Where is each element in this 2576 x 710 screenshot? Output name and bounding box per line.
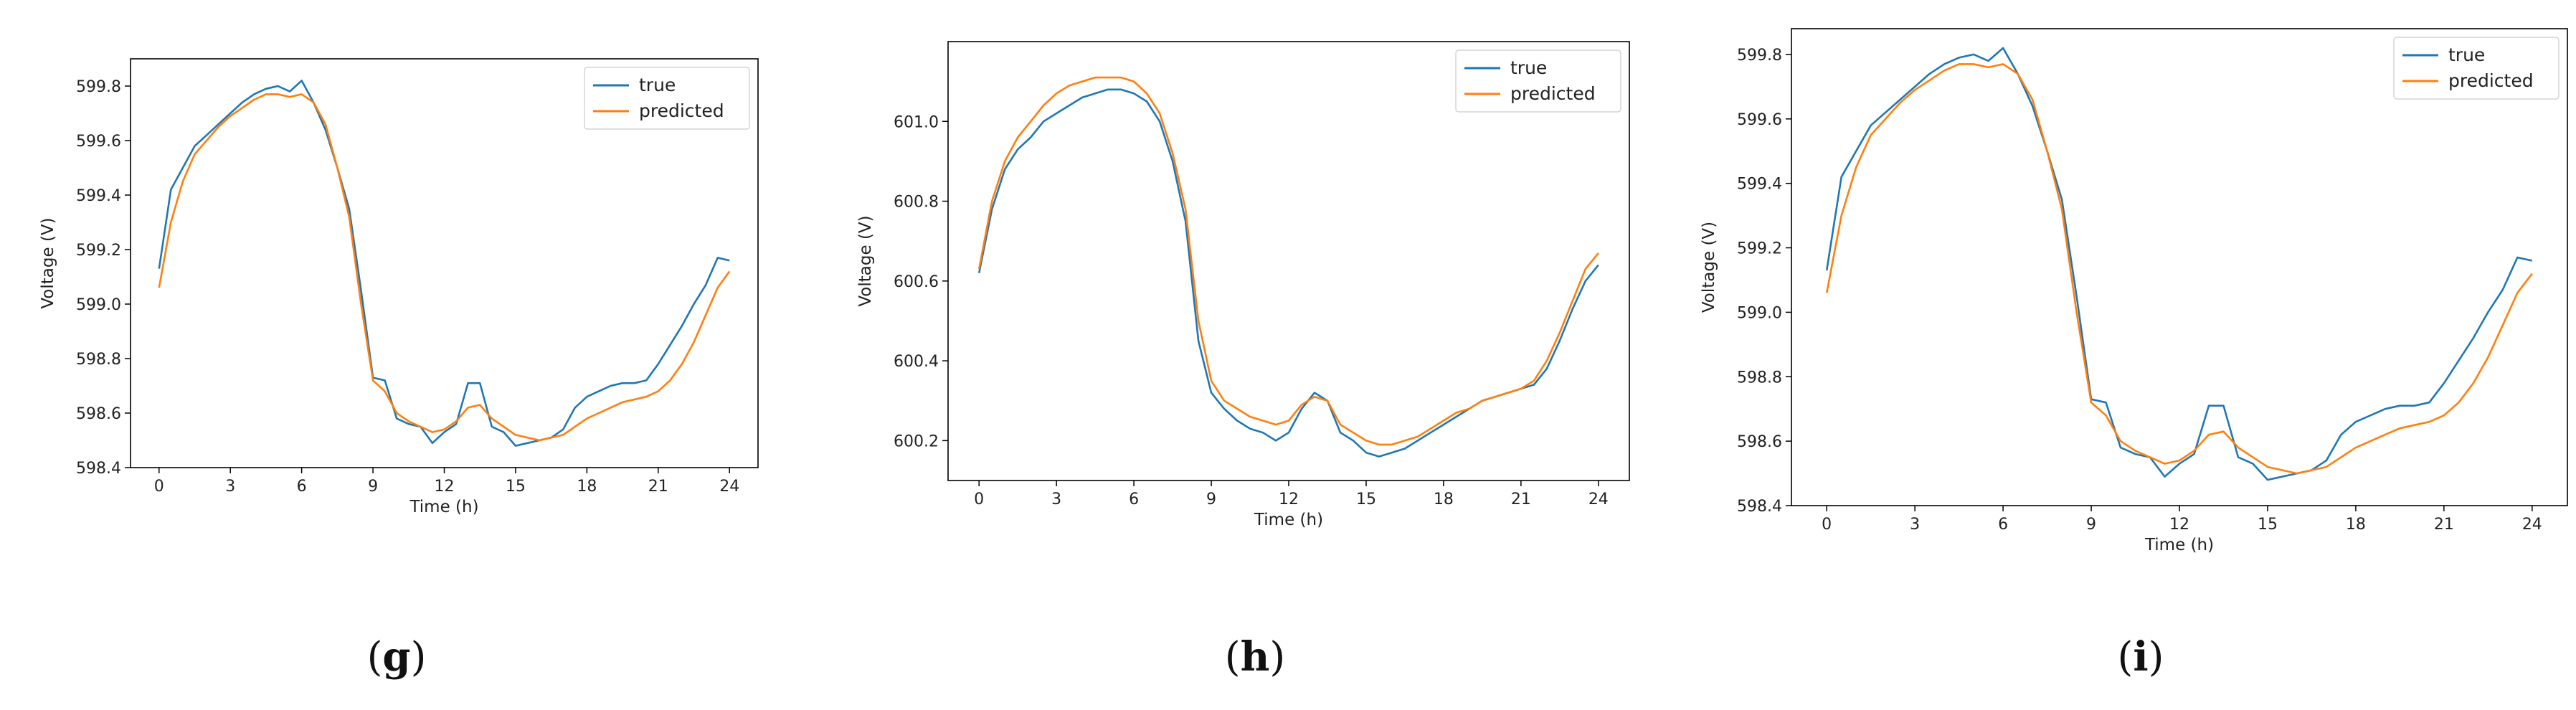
x-tick-label: 0 bbox=[974, 491, 984, 508]
x-tick-label: 9 bbox=[2086, 516, 2096, 534]
legend-label-true: true bbox=[639, 75, 676, 95]
y-tick-label: 599.2 bbox=[1737, 240, 1782, 258]
x-tick-label: 3 bbox=[225, 478, 235, 496]
x-tick-label: 24 bbox=[2522, 516, 2542, 534]
y-tick-label: 598.8 bbox=[76, 351, 121, 369]
legend-box bbox=[584, 67, 750, 130]
y-axis-label: Voltage (V) bbox=[39, 217, 57, 308]
chart-panel-g: 0 3 6 9 12 15 18 21 24 598.4 598.6 598.8 599.0 599.2 5… bbox=[39, 58, 759, 681]
panel-label: (i) bbox=[2118, 633, 2164, 681]
x-tick-label: 12 bbox=[435, 478, 455, 496]
y-tick-label: 599.4 bbox=[76, 187, 121, 205]
y-tick-label: 599.6 bbox=[76, 133, 121, 151]
legend-label-true: true bbox=[2448, 44, 2485, 65]
plot-frame bbox=[1791, 28, 2568, 506]
x-tick-label: 18 bbox=[1434, 491, 1454, 508]
y-tick-label: 600.6 bbox=[894, 273, 939, 291]
x-tick-label: 3 bbox=[1910, 516, 1920, 534]
x-axis-label: Time (h) bbox=[409, 498, 478, 516]
panel-label: (g) bbox=[367, 633, 427, 681]
y-tick-label: 600.8 bbox=[894, 194, 939, 212]
y-tick-label: 599.6 bbox=[1737, 111, 1782, 129]
x-tick-label: 12 bbox=[2169, 516, 2189, 534]
x-tick-label: 6 bbox=[1998, 516, 2008, 534]
chart-panel-i: 0 3 6 9 12 15 18 21 24 598.4 598.6 598.8 599.0 599.2 5… bbox=[1700, 28, 2568, 681]
y-tick-label: 599.2 bbox=[76, 242, 121, 260]
y-tick-label: 599.8 bbox=[1737, 47, 1782, 65]
y-tick-label: 599.0 bbox=[76, 296, 121, 314]
y-tick-label: 598.4 bbox=[76, 460, 121, 478]
legend-box bbox=[2393, 37, 2560, 100]
chart-panel-h: 0 3 6 9 12 15 18 21 24 600.2 600.4 600.6 600.8 601.0 T… bbox=[856, 41, 1630, 681]
series-line-true bbox=[1825, 47, 2533, 481]
x-tick-label: 6 bbox=[1129, 491, 1139, 508]
y-tick-label: 598.6 bbox=[1737, 433, 1782, 451]
x-tick-label: 18 bbox=[2346, 516, 2366, 534]
y-tick-label: 598.8 bbox=[1737, 369, 1782, 387]
x-tick-label: 9 bbox=[368, 478, 378, 496]
x-axis-label: Time (h) bbox=[2144, 536, 2214, 554]
y-tick-label: 601.0 bbox=[894, 113, 939, 131]
y-tick-label: 599.0 bbox=[1737, 304, 1782, 322]
panel-label: (h) bbox=[1225, 633, 1285, 681]
x-tick-label: 24 bbox=[719, 478, 739, 496]
x-tick-label: 6 bbox=[297, 478, 307, 496]
series-line-true bbox=[158, 80, 730, 447]
series-line-predicted bbox=[158, 93, 731, 442]
series-line-predicted bbox=[1825, 63, 2533, 475]
x-tick-label: 21 bbox=[2434, 516, 2454, 534]
x-tick-label: 0 bbox=[154, 478, 164, 496]
y-tick-label: 599.4 bbox=[1737, 176, 1782, 194]
y-tick-label: 599.8 bbox=[76, 78, 121, 96]
x-tick-label: 15 bbox=[1356, 491, 1376, 508]
x-tick-label: 15 bbox=[2258, 516, 2278, 534]
y-axis-label: Voltage (V) bbox=[1700, 222, 1718, 313]
legend-label-predicted: predicted bbox=[639, 100, 724, 121]
y-tick-label: 600.2 bbox=[894, 432, 939, 450]
series-line-true bbox=[977, 88, 1599, 458]
x-tick-label: 21 bbox=[1511, 491, 1531, 508]
x-tick-label: 3 bbox=[1051, 491, 1061, 508]
x-tick-label: 18 bbox=[577, 478, 597, 496]
y-axis-label: Voltage (V) bbox=[856, 215, 875, 306]
x-tick-label: 15 bbox=[506, 478, 526, 496]
series-line-predicted bbox=[977, 76, 1599, 446]
legend-label-true: true bbox=[1510, 57, 1547, 78]
legend-box bbox=[1455, 49, 1621, 113]
x-tick-label: 12 bbox=[1279, 491, 1299, 508]
y-tick-label: 598.6 bbox=[76, 405, 121, 423]
legend-label-predicted: predicted bbox=[1510, 83, 1596, 104]
x-tick-label: 9 bbox=[1206, 491, 1216, 508]
legend-label-predicted: predicted bbox=[2448, 70, 2534, 91]
x-axis-label: Time (h) bbox=[1254, 511, 1323, 529]
x-tick-label: 0 bbox=[1822, 516, 1832, 534]
x-tick-label: 21 bbox=[648, 478, 668, 496]
y-tick-label: 598.4 bbox=[1737, 498, 1782, 516]
y-tick-label: 600.4 bbox=[894, 353, 939, 371]
x-tick-label: 24 bbox=[1588, 491, 1609, 508]
